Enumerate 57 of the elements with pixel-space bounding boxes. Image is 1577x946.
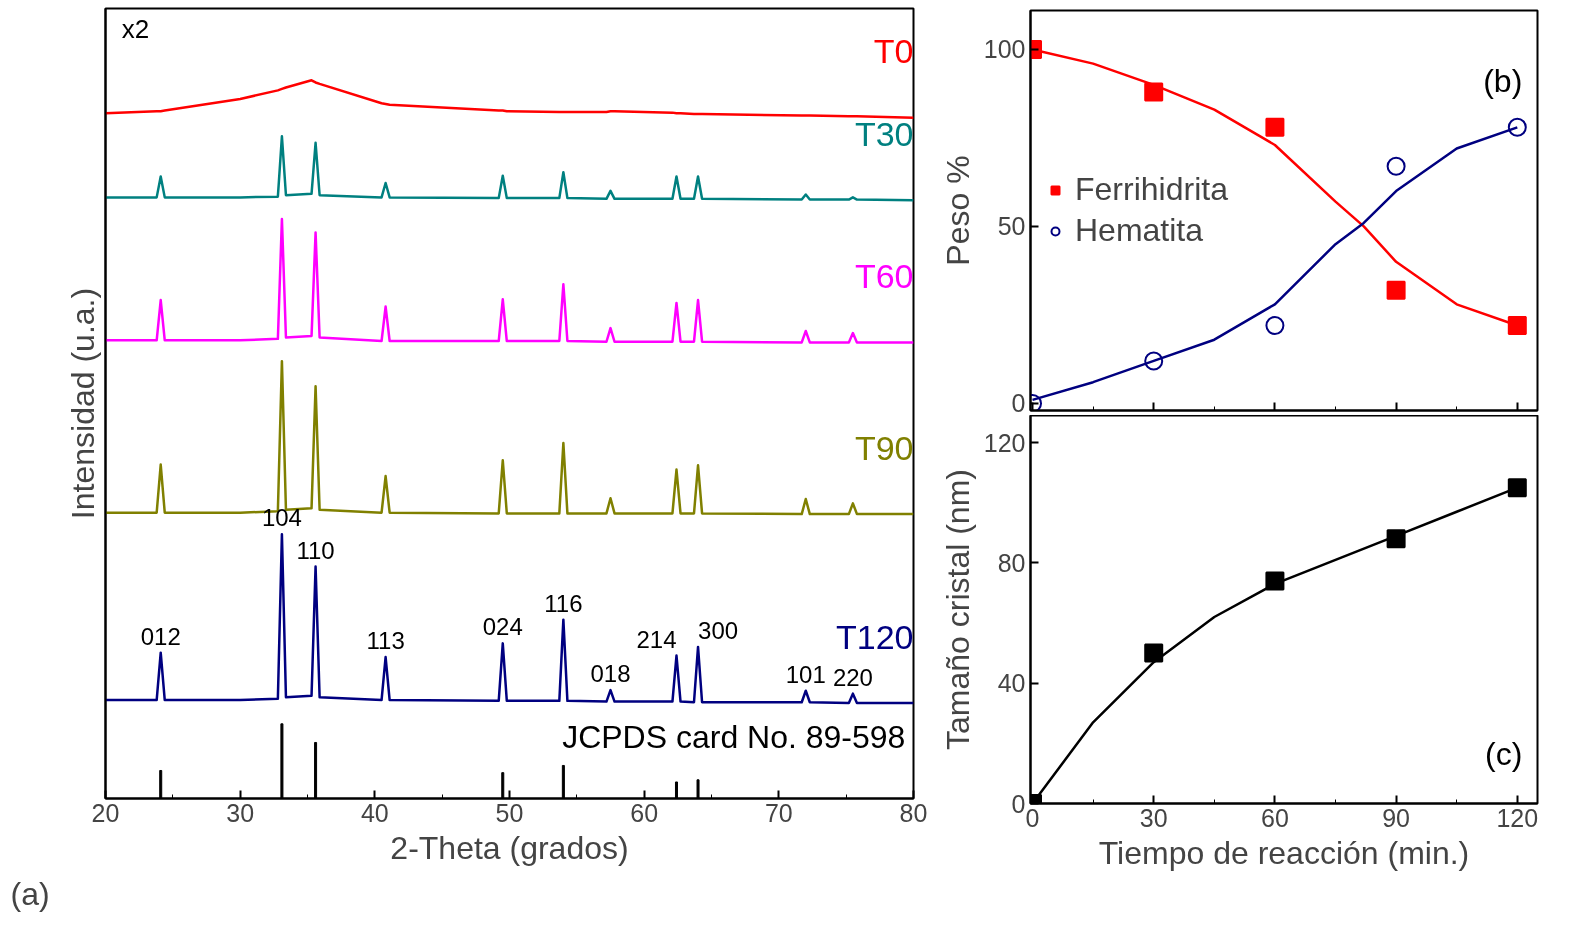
y-axis-title: Intensidad (u.a.)	[64, 287, 101, 520]
point	[1265, 316, 1285, 336]
y-tick-label: 40	[997, 669, 1026, 698]
annotation: 024	[482, 613, 523, 641]
annotation: 214	[636, 625, 677, 653]
point	[1507, 478, 1527, 498]
x-tick-label: 70	[764, 798, 793, 827]
annotation: JCPDS card No. 89-598	[562, 719, 906, 756]
point	[1386, 529, 1406, 549]
annotation: (c)	[1484, 736, 1523, 773]
y-tick-label: 120	[983, 428, 1026, 457]
point	[1144, 82, 1164, 102]
y-axis-title: Tamaño cristal (nm)	[939, 469, 976, 750]
x-tick-label: 90	[1382, 803, 1411, 832]
x-tick-label: 120	[1496, 803, 1539, 832]
x-tick-label: 60	[1261, 803, 1289, 832]
point	[1386, 156, 1406, 176]
series-label: T0	[873, 32, 914, 71]
series-label: T60	[854, 257, 914, 296]
x-axis-title: 2-Theta (grados)	[390, 829, 629, 866]
y-tick-label: 100	[983, 35, 1026, 64]
x-tick-label: 20	[91, 798, 120, 827]
point	[1265, 117, 1285, 137]
annotation: 101	[785, 660, 826, 688]
series-label: T30	[854, 114, 914, 153]
y-tick-label: 80	[997, 548, 1026, 577]
point	[1265, 571, 1285, 591]
x-tick-label: 80	[899, 798, 928, 827]
annotation: 018	[590, 660, 631, 688]
point	[1386, 280, 1406, 300]
annotation: 113	[366, 627, 405, 655]
annotation: (b)	[1483, 62, 1523, 99]
x-tick-label: 30	[1139, 803, 1168, 832]
x-tick-label: 50	[495, 798, 524, 827]
text: x2	[121, 14, 150, 45]
series-label: T120	[836, 617, 914, 656]
text: (a)	[10, 875, 50, 912]
x-axis-title: Tiempo de reacción (min.)	[1098, 834, 1470, 871]
annotation: 110	[296, 536, 335, 564]
annotation: 220	[832, 663, 873, 691]
x-tick-label: 60	[630, 798, 659, 827]
x-tick-label: 30	[226, 798, 255, 827]
y-tick-label: 0	[1011, 389, 1026, 418]
annotation: 116	[544, 589, 583, 617]
annotation: 104	[261, 504, 302, 532]
legend-label: Ferrihidrita	[1075, 171, 1228, 208]
series-label: T90	[854, 428, 914, 467]
y-axis-title: Peso %	[939, 155, 976, 266]
annotation: 300	[698, 617, 739, 645]
point	[1144, 643, 1164, 663]
point	[1144, 351, 1164, 371]
y-tick-label: 50	[997, 212, 1026, 241]
point	[1507, 117, 1527, 137]
x-tick-label: 40	[360, 798, 389, 827]
legend-label: Hematita	[1075, 212, 1204, 249]
point	[1507, 316, 1527, 336]
annotation: 012	[140, 622, 181, 650]
